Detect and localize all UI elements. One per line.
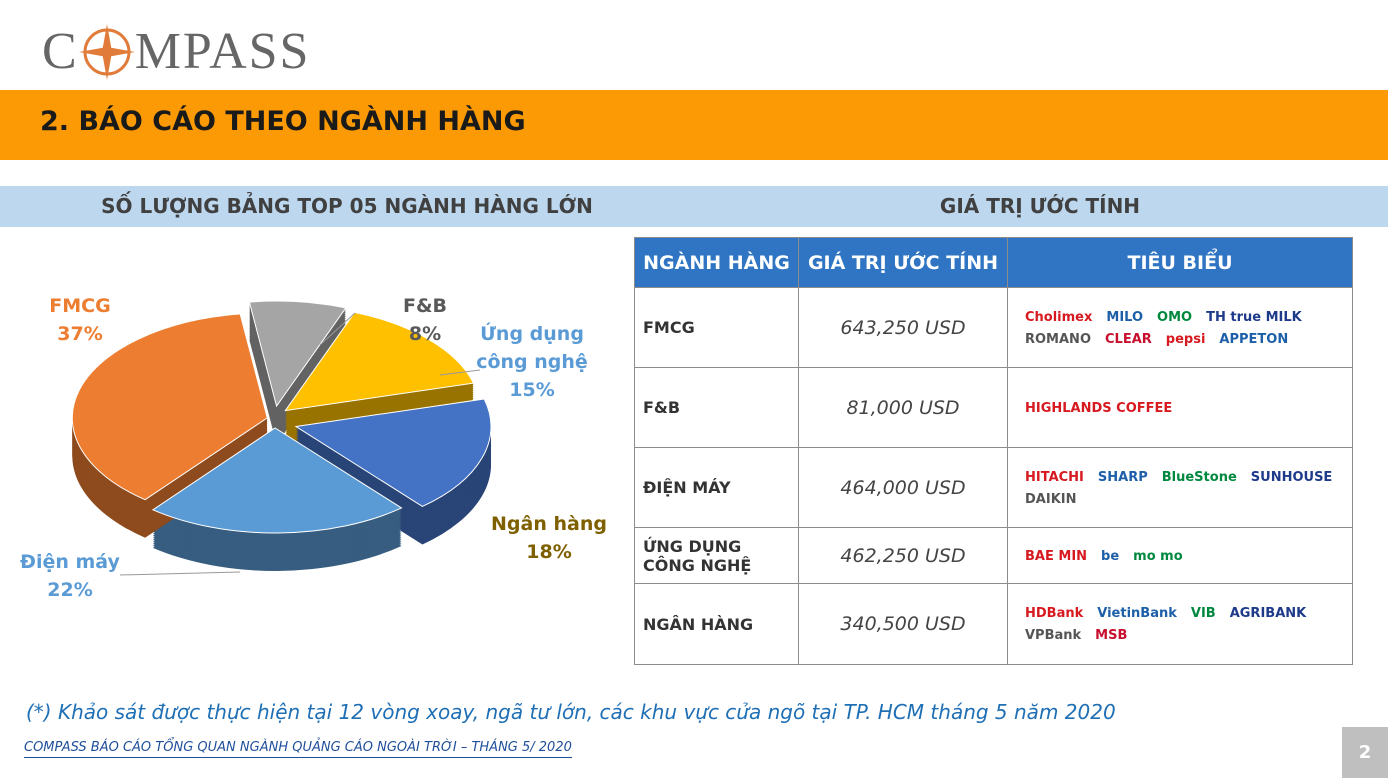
brands-cell: Cholimex MILO OMO TH true MILK ROMANO CLEAR pe… (1007, 287, 1353, 368)
brand-logo: Cholimex (1025, 309, 1093, 325)
pie-slice (294, 398, 492, 508)
pie-label-value: 22% (47, 579, 93, 601)
brand-logo: VPBank (1025, 628, 1082, 643)
pie-chart (71, 300, 492, 576)
brand-logo: VIB (1190, 606, 1216, 621)
right-heading: GIÁ TRỊ ƯỚC TÍNH (939, 194, 1141, 218)
column-header: TIÊU BIỂU (1007, 237, 1353, 288)
title-bar (0, 90, 1388, 160)
pie-label-category: Ngân hàng (491, 513, 607, 535)
pie-label: Ngân hàng 18% (484, 510, 614, 566)
brands-cell: BAE MIN be mo mo (1007, 527, 1353, 584)
brand-logo: HITACHI (1025, 469, 1084, 485)
table-header: NGÀNH HÀNG GIÁ TRỊ ƯỚC TÍNH TIÊU BIỂU (634, 237, 1353, 288)
value-table: NGÀNH HÀNG GIÁ TRỊ ƯỚC TÍNH TIÊU BIỂU FMCG 6… (634, 237, 1353, 665)
value-cell: 643,250 USD (798, 287, 1008, 368)
compass-icon (78, 23, 135, 80)
brand-logo: SUNHOUSE (1250, 469, 1333, 485)
industry-cell: NGÂN HÀNG (634, 583, 799, 665)
value-cell: 464,000 USD (798, 447, 1008, 528)
table-row: F&B 81,000 USD HIGHLANDS COFFEE (634, 367, 1353, 448)
brand-logo: VietinBank (1097, 606, 1177, 621)
pie-label-category: FMCG (49, 295, 111, 317)
brands-cell: HIGHLANDS COFFEE (1007, 367, 1353, 448)
brand-logo: AGRIBANK (1229, 606, 1307, 621)
brand-logo: DAIKIN (1025, 491, 1077, 507)
brand-logo: CLEAR (1105, 331, 1152, 347)
value-cell: 462,250 USD (798, 527, 1008, 584)
pie-label-category: Điện máy (20, 551, 120, 573)
footnote: (*) Khảo sát được thực hiện tại 12 vòng … (26, 700, 1116, 724)
leader-line (119, 571, 241, 576)
brand-logo: BlueStone (1161, 469, 1237, 485)
industry-cell: FMCG (634, 287, 799, 368)
pie-label: Điện máy 22% (5, 548, 135, 604)
brand-logo: HDBank (1025, 606, 1084, 621)
brand-logo: MSB (1095, 628, 1128, 643)
brand-logo: OMO (1157, 309, 1193, 325)
industry-cell: F&B (634, 367, 799, 448)
slide-title: 2. BÁO CÁO THEO NGÀNH HÀNG (40, 106, 526, 137)
brand-logo: TH true MILK (1206, 309, 1302, 325)
column-header: NGÀNH HÀNG (634, 237, 799, 288)
brand-logo: ROMANO (1025, 331, 1091, 347)
left-heading: SỐ LƯỢNG BẢNG TOP 05 NGÀNH HÀNG LỚN (101, 194, 593, 218)
table-row: ỨNG DỤNG CÔNG NGHỆ 462,250 USD BAE MIN be mo… (634, 527, 1353, 584)
brand-logo: HIGHLANDS COFFEE (1025, 400, 1173, 416)
brands-cell: HDBank VietinBank VIB AGRIBANK VPBank MSB (1007, 583, 1353, 665)
brand-logo: MILO (1106, 309, 1144, 325)
table-row: NGÂN HÀNG 340,500 USD HDBank VietinBank VIB A… (634, 583, 1353, 665)
pie-label: Ứng dụng công nghệ 15% (467, 320, 597, 404)
pie-label-value: 18% (526, 541, 572, 563)
pie-label: FMCG 37% (15, 292, 145, 348)
brand-logo: BAE MIN (1025, 548, 1088, 564)
pie-label: F&B 8% (360, 292, 490, 348)
leader-line (319, 312, 356, 346)
brand-logo: SHARP (1097, 469, 1148, 485)
industry-cell: ỨNG DỤNG CÔNG NGHỆ (634, 527, 799, 584)
logo-text: C (42, 23, 79, 80)
pie-label-value: 37% (57, 323, 103, 345)
brand-logo: mo mo (1133, 548, 1183, 564)
brands-cell: HITACHI SHARP BlueStone SUNHOUSE DAIKIN (1007, 447, 1353, 528)
table-row: FMCG 643,250 USD Cholimex MILO OMO TH true MI… (634, 287, 1353, 368)
leader-line (439, 369, 481, 376)
pie-slice (71, 313, 268, 501)
value-cell: 81,000 USD (798, 367, 1008, 448)
brand-logo: APPETON (1219, 331, 1289, 347)
table-row: ĐIỆN MÁY 464,000 USD HITACHI SHARP BlueStone… (634, 447, 1353, 528)
page-number: 2 (1342, 727, 1388, 778)
footer: COMPASS BÁO CÁO TỔNG QUAN NGÀNH QUẢNG CÁ… (24, 740, 572, 758)
pie-slice (284, 311, 475, 412)
brand-logo: be (1101, 548, 1120, 564)
column-header: GIÁ TRỊ ƯỚC TÍNH (798, 237, 1008, 288)
logo-text: MPASS (134, 23, 311, 80)
pie-slice (248, 300, 347, 408)
pie-label-category: Ứng dụng công nghệ (476, 323, 588, 373)
brand-logo: pepsi (1165, 331, 1206, 347)
value-cell: 340,500 USD (798, 583, 1008, 665)
pie-label-category: F&B (402, 295, 448, 317)
pie-label-value: 15% (509, 379, 555, 401)
pie-slice (151, 427, 403, 534)
subheading-bar (0, 186, 1388, 227)
industry-cell: ĐIỆN MÁY (634, 447, 799, 528)
pie-label-value: 8% (408, 323, 442, 345)
logo: C MPASS (42, 22, 310, 81)
